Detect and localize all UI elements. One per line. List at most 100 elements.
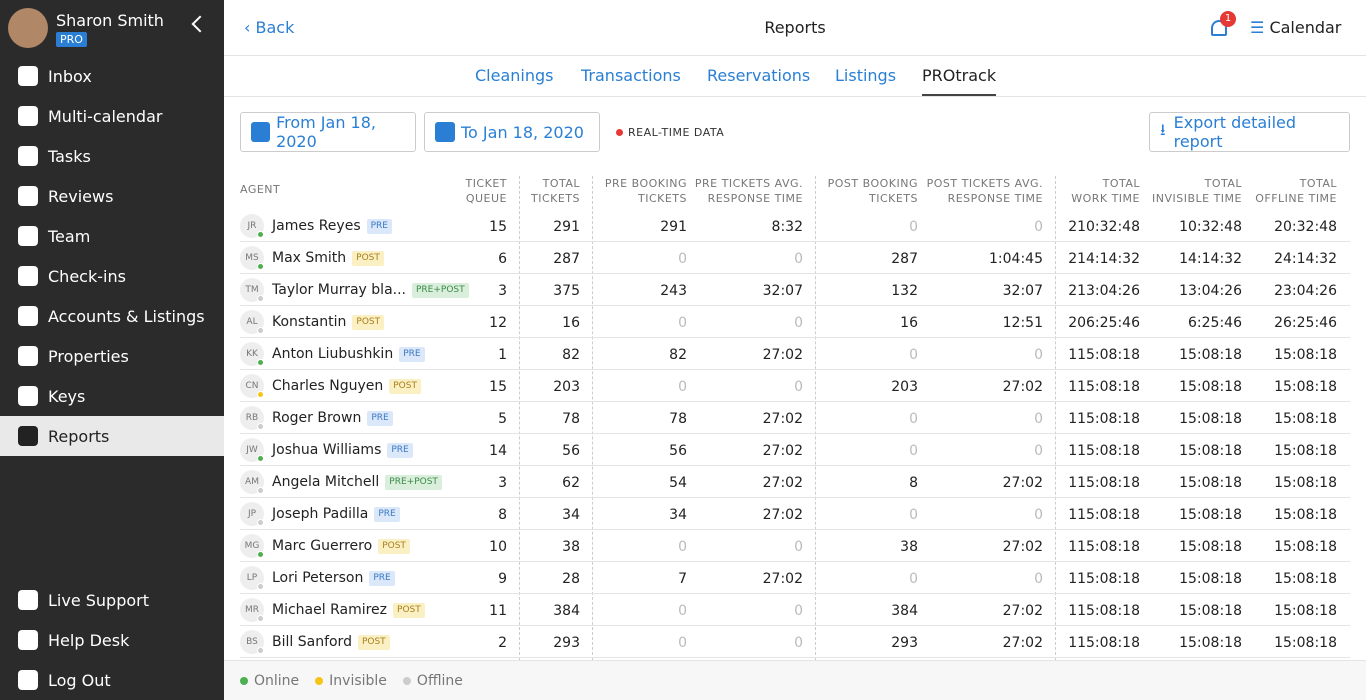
table-row[interactable]: LP Lori Peterson PRE 9 28 7 27:02 0 0 115:08:18 15… [240, 562, 1350, 594]
column-header-line: RESPONSE TIME [947, 192, 1043, 205]
table-cell: 82 [562, 347, 580, 363]
table-row[interactable]: MR Michael Ramirez POST 11 384 0 0 384 27:02 115:… [240, 594, 1350, 626]
table-cell: 1 [498, 347, 507, 363]
table-cell: 15:08:18 [1274, 443, 1337, 459]
table-cell: 34 [669, 507, 687, 523]
table-cell: 287 [553, 251, 580, 267]
table-cell: 12 [489, 315, 507, 331]
table-cell: 0 [1034, 347, 1043, 363]
bell[interactable] [1211, 20, 1227, 36]
agent-tag: PRE+POST [385, 475, 442, 490]
to-date[interactable]: To Jan 18, 2020 [424, 112, 600, 152]
column-header-line: OFFLINE TIME [1255, 192, 1337, 205]
nav-label[interactable]: Reviews [48, 186, 114, 206]
export-button[interactable]: ⭳ Export detailed report [1149, 112, 1350, 152]
nav-item[interactable]: Log Out [0, 660, 224, 700]
agent-name-cell: Joshua Williams PRE [272, 434, 413, 466]
table-cell: 34 [562, 507, 580, 523]
column-separator [815, 176, 816, 660]
table-row[interactable]: BS Bill Sanford POST 2 293 0 0 293 27:02 115:08:1… [240, 626, 1350, 658]
nav-label[interactable]: Tasks [48, 146, 91, 166]
table-cell: 15:08:18 [1179, 603, 1242, 619]
table-cell: 54 [669, 475, 687, 491]
nav-item[interactable]: Live Support [0, 580, 224, 620]
table-row[interactable]: JW Joshua Williams PRE 14 56 56 27:02 0 0 115:08:… [240, 434, 1350, 466]
table-cell: 0 [678, 635, 687, 651]
nav-icon [18, 630, 38, 650]
table-cell: 12:51 [1002, 315, 1043, 331]
table-row[interactable]: AM Angela Mitchell PRE+POST 3 62 54 27:02 8 27:0… [240, 466, 1350, 498]
agent-tag: POST [352, 315, 385, 330]
table-cell: 132 [891, 283, 918, 299]
calendar-label[interactable]: Calendar [1269, 18, 1342, 37]
nav-label[interactable]: Accounts & Listings [48, 306, 205, 326]
table-row[interactable]: CN Charles Nguyen POST 15 203 0 0 203 27:02 115:0… [240, 370, 1350, 402]
nav-item[interactable]: Tasks [0, 136, 224, 176]
table-cell: 0 [678, 539, 687, 555]
nav-label[interactable]: Check-ins [48, 266, 126, 286]
table-row[interactable]: MS Max Smith POST 6 287 0 0 287 1:04:45 214:14:32… [240, 242, 1350, 274]
table-cell: 14:14:32 [1179, 251, 1242, 267]
nav-item[interactable]: Team [0, 216, 224, 256]
export-label[interactable]: Export detailed report [1173, 113, 1297, 151]
table-row[interactable]: JP Joseph Padilla PRE 8 34 34 27:02 0 0 115:08:18… [240, 498, 1350, 530]
nav-label[interactable]: Live Support [48, 590, 150, 610]
table-row[interactable]: KK Anton Liubushkin PRE 1 82 82 27:02 0 0 115:08:… [240, 338, 1350, 370]
collapse-button[interactable] [191, 15, 209, 33]
nav-item[interactable]: Reports [0, 416, 224, 456]
nav-label[interactable]: Help Desk [48, 630, 130, 650]
table-cell: 16 [562, 315, 580, 331]
table-cell: 13:04:26 [1179, 283, 1242, 299]
tab[interactable]: Reservations [707, 66, 811, 85]
table-cell: 0 [794, 603, 803, 619]
back-button[interactable]: ‹ Back [244, 18, 295, 37]
from-label[interactable]: From Jan 18, 2020 [276, 113, 376, 151]
nav-item[interactable]: Check-ins [0, 256, 224, 296]
table-cell: 0 [1034, 443, 1043, 459]
nav-item[interactable]: Keys [0, 376, 224, 416]
table-cell: 291 [660, 219, 687, 235]
table-cell: 27:02 [1002, 475, 1043, 491]
agent-header: AGENT [240, 183, 281, 196]
nav-item[interactable]: Multi-calendar [0, 96, 224, 136]
from-date[interactable]: From Jan 18, 2020 [240, 112, 416, 152]
tab[interactable]: Listings [835, 66, 897, 85]
nav-label[interactable]: Team [48, 226, 91, 246]
nav-label[interactable]: Keys [48, 386, 86, 406]
tab[interactable]: Transactions [581, 66, 681, 85]
legend-label: Online [254, 672, 300, 689]
nav-item[interactable]: Accounts & Listings [0, 296, 224, 336]
table-row[interactable]: TM Taylor Murray bla... PRE+POST 3 375 243 32:… [240, 274, 1350, 306]
tab[interactable]: Cleanings [475, 66, 554, 85]
table-row[interactable]: MG Marc Guerrero POST 10 38 0 0 38 27:02 115:08:1… [240, 530, 1350, 562]
table: TICKET QUEUE TOTAL TICKETS PRE BOOKING TICKET… [224, 0, 1366, 660]
back-label[interactable]: Back [255, 18, 295, 37]
table-cell: 15:08:18 [1274, 347, 1337, 363]
table-cell: 32:07 [762, 283, 803, 299]
nav-item[interactable]: Properties [0, 336, 224, 376]
nav-label[interactable]: Multi-calendar [48, 106, 163, 126]
calendar-link[interactable]: ☰ Calendar [1250, 18, 1342, 37]
nav-item[interactable]: Help Desk [0, 620, 224, 660]
nav-label[interactable]: Reports [48, 426, 110, 446]
nav-label[interactable]: Inbox [48, 66, 92, 86]
nav-label[interactable]: Properties [48, 346, 129, 366]
nav-item[interactable]: Inbox [0, 56, 224, 96]
status-dot [257, 487, 264, 494]
tab[interactable]: PROtrack [922, 56, 997, 96]
agent-tag: PRE [374, 507, 400, 522]
table-cell: 287 [891, 251, 918, 267]
agent-tag: PRE [366, 219, 392, 234]
table-cell: 115:08:18 [1068, 411, 1140, 427]
agent-name-cell: Marc Guerrero POST [272, 530, 410, 562]
nav-label[interactable]: Log Out [48, 670, 111, 690]
table-cell: 15:08:18 [1179, 507, 1242, 523]
avatar [8, 8, 48, 48]
table-row[interactable]: RB Roger Brown PRE 5 78 78 27:02 0 0 115:08:18 15:… [240, 402, 1350, 434]
nav-icon [18, 106, 38, 126]
table-cell: 0 [909, 347, 918, 363]
to-label[interactable]: To Jan 18, 2020 [461, 122, 584, 142]
table-row[interactable]: JR James Reyes PRE 15 291 291 8:32 0 0 210:32:48 1… [240, 210, 1350, 242]
table-row[interactable]: AL Konstantin POST 12 16 0 0 16 12:51 206:25:46 6:… [240, 306, 1350, 338]
nav-item[interactable]: Reviews [0, 176, 224, 216]
